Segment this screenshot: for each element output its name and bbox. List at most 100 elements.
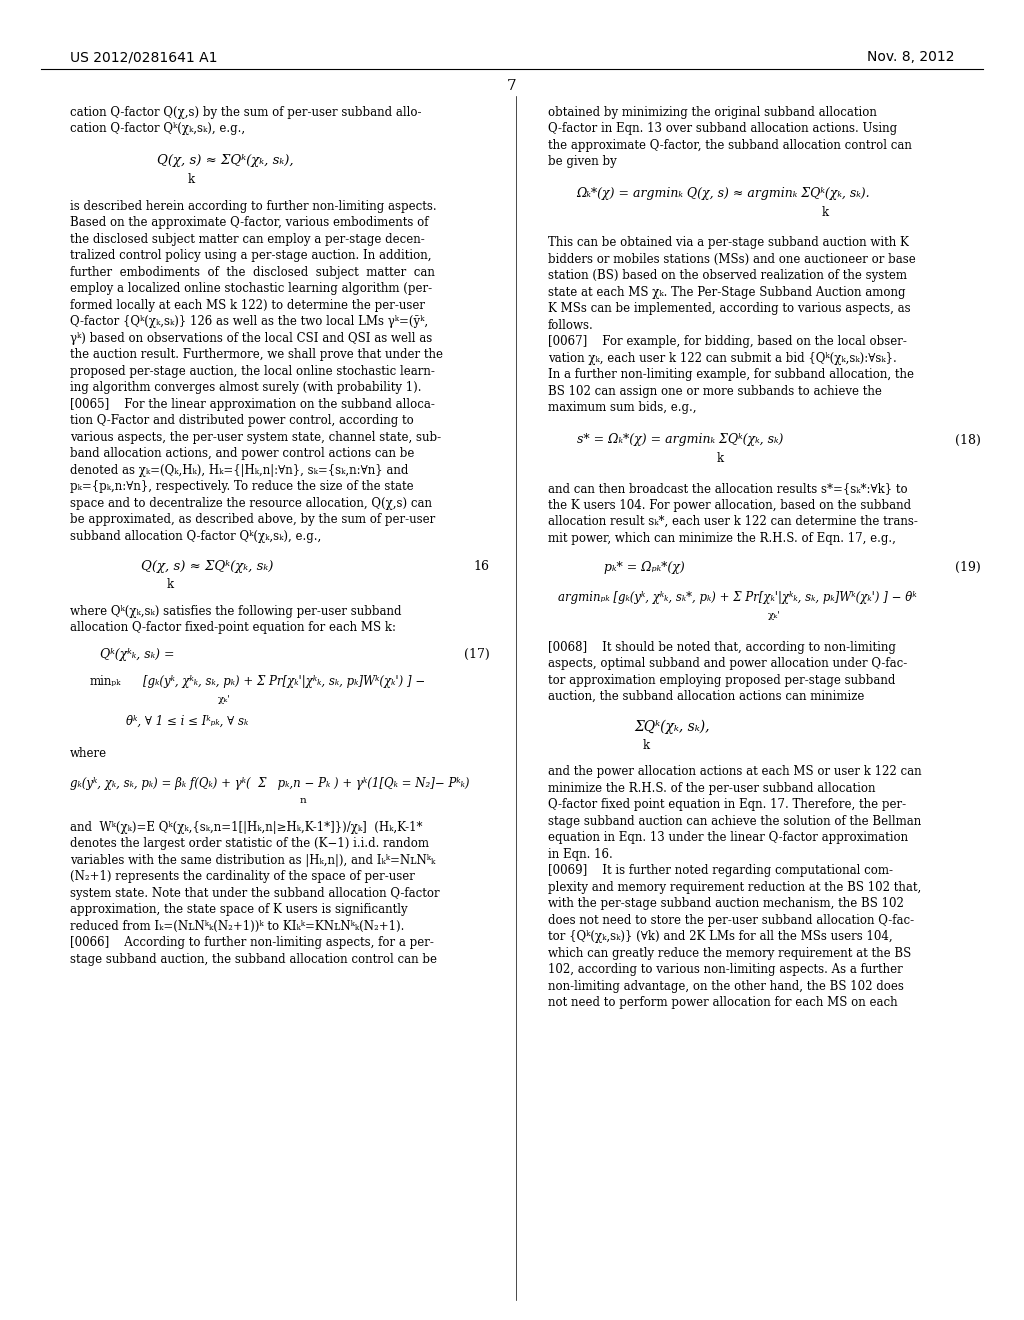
Text: the approximate Q-factor, the subband allocation control can: the approximate Q-factor, the subband al… — [548, 139, 911, 152]
Text: Q-factor fixed point equation in Eqn. 17. Therefore, the per-: Q-factor fixed point equation in Eqn. 17… — [548, 799, 906, 810]
Text: pₖ* = Ωₚₖ*(χ): pₖ* = Ωₚₖ*(χ) — [604, 561, 685, 574]
Text: denotes the largest order statistic of the (K−1) i.i.d. random: denotes the largest order statistic of t… — [70, 837, 429, 850]
Text: mit power, which can minimize the R.H.S. of Eqn. 17, e.g.,: mit power, which can minimize the R.H.S.… — [548, 532, 896, 545]
Text: be approximated, as described above, by the sum of per-user: be approximated, as described above, by … — [70, 513, 435, 527]
Text: cation Q-factor Qᵏ(χₖ,sₖ), e.g.,: cation Q-factor Qᵏ(χₖ,sₖ), e.g., — [70, 123, 245, 135]
Text: gₖ(yᵏ, χₖ, sₖ, pₖ) = βₖ f(Qₖ) + γᵏ(  Σ   pₖ,n − Pₖ ) + γᵏ(1[Qₖ = N₂]− Pᵏₖ): gₖ(yᵏ, χₖ, sₖ, pₖ) = βₖ f(Qₖ) + γᵏ( Σ pₖ… — [70, 777, 469, 791]
Text: tor {Qᵏ(χₖ,sₖ)} (∀k) and 2K LMs for all the MSs users 104,: tor {Qᵏ(χₖ,sₖ)} (∀k) and 2K LMs for all … — [548, 931, 893, 942]
Text: minₚₖ: minₚₖ — [90, 675, 122, 688]
Text: k: k — [717, 453, 724, 466]
Text: Nov. 8, 2012: Nov. 8, 2012 — [867, 50, 954, 65]
Text: is described herein according to further non-limiting aspects.: is described herein according to further… — [70, 199, 436, 213]
Text: reduced from Iₖ=(NʟNᵏₖ(N₂+1))ᵏ to KIₖᵏ=KNʟNᵏₖ(N₂+1).: reduced from Iₖ=(NʟNᵏₖ(N₂+1))ᵏ to KIₖᵏ=K… — [70, 920, 404, 933]
Text: k: k — [821, 206, 828, 219]
Text: Q(χ, s) ≈ ΣQᵏ(χₖ, sₖ): Q(χ, s) ≈ ΣQᵏ(χₖ, sₖ) — [141, 560, 273, 573]
Text: proposed per-stage auction, the local online stochastic learn-: proposed per-stage auction, the local on… — [70, 364, 434, 378]
Text: θᵏ, ∀ 1 ≤ i ≤ Iᵏₚₖ, ∀ sₖ: θᵏ, ∀ 1 ≤ i ≤ Iᵏₚₖ, ∀ sₖ — [126, 714, 248, 727]
Text: not need to perform power allocation for each MS on each: not need to perform power allocation for… — [548, 997, 897, 1008]
Text: allocation result sₖ*, each user k 122 can determine the trans-: allocation result sₖ*, each user k 122 c… — [548, 515, 918, 528]
Text: χₖ': χₖ' — [768, 611, 781, 620]
Text: [0067]    For example, for bidding, based on the local obser-: [0067] For example, for bidding, based o… — [548, 335, 906, 348]
Text: ΣQᵏ(χₖ, sₖ),: ΣQᵏ(χₖ, sₖ), — [635, 719, 711, 734]
Text: bidders or mobiles stations (MSs) and one auctioneer or base: bidders or mobiles stations (MSs) and on… — [548, 252, 915, 265]
Text: and the power allocation actions at each MS or user k 122 can: and the power allocation actions at each… — [548, 766, 922, 777]
Text: Qᵏ(χᵏₖ, sₖ) =: Qᵏ(χᵏₖ, sₖ) = — [100, 648, 175, 661]
Text: cation Q-factor Q(χ,s) by the sum of per-user subband allo-: cation Q-factor Q(χ,s) by the sum of per… — [70, 106, 421, 119]
Text: follows.: follows. — [548, 318, 594, 331]
Text: stage subband auction, the subband allocation control can be: stage subband auction, the subband alloc… — [70, 953, 436, 966]
Text: tor approximation employing proposed per-stage subband: tor approximation employing proposed per… — [548, 673, 895, 686]
Text: does not need to store the per-user subband allocation Q-fac-: does not need to store the per-user subb… — [548, 913, 914, 927]
Text: US 2012/0281641 A1: US 2012/0281641 A1 — [70, 50, 217, 65]
Text: where: where — [70, 747, 106, 760]
Text: Q-factor in Eqn. 13 over subband allocation actions. Using: Q-factor in Eqn. 13 over subband allocat… — [548, 123, 897, 135]
Text: space and to decentralize the resource allocation, Q(χ,s) can: space and to decentralize the resource a… — [70, 496, 432, 510]
Text: approximation, the state space of K users is significantly: approximation, the state space of K user… — [70, 903, 408, 916]
Text: [0069]    It is further noted regarding computational com-: [0069] It is further noted regarding com… — [548, 865, 893, 876]
Text: stage subband auction can achieve the solution of the Bellman: stage subband auction can achieve the so… — [548, 814, 922, 828]
Text: band allocation actions, and power control actions can be: band allocation actions, and power contr… — [70, 447, 414, 461]
Text: γᵏ) based on observations of the local CSI and QSI as well as: γᵏ) based on observations of the local C… — [70, 331, 432, 345]
Text: where Qᵏ(χₖ,sₖ) satisfies the following per-user subband: where Qᵏ(χₖ,sₖ) satisfies the following … — [70, 605, 401, 618]
Text: station (BS) based on the observed realization of the system: station (BS) based on the observed reali… — [548, 269, 907, 282]
Text: 16: 16 — [473, 560, 489, 573]
Text: denoted as χₖ=(Qₖ,Hₖ), Hₖ={|Hₖ,n|:∀n}, sₖ={sₖ,n:∀n} and: denoted as χₖ=(Qₖ,Hₖ), Hₖ={|Hₖ,n|:∀n}, s… — [70, 463, 408, 477]
Text: χₖ': χₖ' — [218, 694, 231, 704]
Text: obtained by minimizing the original subband allocation: obtained by minimizing the original subb… — [548, 106, 877, 119]
Text: aspects, optimal subband and power allocation under Q-fac-: aspects, optimal subband and power alloc… — [548, 657, 907, 671]
Text: k: k — [187, 173, 195, 186]
Text: state at each MS χₖ. The Per-Stage Subband Auction among: state at each MS χₖ. The Per-Stage Subba… — [548, 285, 905, 298]
Text: system state. Note that under the subband allocation Q-factor: system state. Note that under the subban… — [70, 887, 439, 900]
Text: [gₖ(yᵏ, χᵏₖ, sₖ, pₖ) + Σ Pr[χₖ'|χᵏₖ, sₖ, pₖ]Wᵏ(χₖ') ] −: [gₖ(yᵏ, χᵏₖ, sₖ, pₖ) + Σ Pr[χₖ'|χᵏₖ, sₖ,… — [143, 675, 426, 688]
Text: variables with the same distribution as |Hₖ,n|), and Iₖᵏ=NʟNᵏₖ: variables with the same distribution as … — [70, 854, 435, 867]
Text: be given by: be given by — [548, 154, 616, 168]
Text: and can then broadcast the allocation results s*={sₖ*:∀k} to: and can then broadcast the allocation re… — [548, 482, 907, 495]
Text: Q-factor {Qᵏ(χₖ,sₖ)} 126 as well as the two local LMs γᵏ=(ȳᵏ,: Q-factor {Qᵏ(χₖ,sₖ)} 126 as well as the … — [70, 315, 428, 329]
Text: and  Wᵏ(χₖ)=E Qᵏ(χₖ,{sₖ,n=1[|Hₖ,n|≥Hₖ,K-1*]})/χₖ]  (Hₖ,K-1*: and Wᵏ(χₖ)=E Qᵏ(χₖ,{sₖ,n=1[|Hₖ,n|≥Hₖ,K-1… — [70, 821, 422, 834]
Text: the auction result. Furthermore, we shall prove that under the: the auction result. Furthermore, we shal… — [70, 348, 442, 362]
Text: [0068]    It should be noted that, according to non-limiting: [0068] It should be noted that, accordin… — [548, 640, 896, 653]
Text: tralized control policy using a per-stage auction. In addition,: tralized control policy using a per-stag… — [70, 249, 431, 263]
Text: tion Q-Factor and distributed power control, according to: tion Q-Factor and distributed power cont… — [70, 414, 414, 428]
Text: formed locally at each MS k 122) to determine the per-user: formed locally at each MS k 122) to dete… — [70, 298, 425, 312]
Text: ing algorithm converges almost surely (with probability 1).: ing algorithm converges almost surely (w… — [70, 381, 421, 395]
Text: further  embodiments  of  the  disclosed  subject  matter  can: further embodiments of the disclosed sub… — [70, 265, 434, 279]
Text: non-limiting advantage, on the other hand, the BS 102 does: non-limiting advantage, on the other han… — [548, 979, 904, 993]
Text: with the per-stage subband auction mechanism, the BS 102: with the per-stage subband auction mecha… — [548, 898, 904, 909]
Text: auction, the subband allocation actions can minimize: auction, the subband allocation actions … — [548, 690, 864, 704]
Text: [0066]    According to further non-limiting aspects, for a per-: [0066] According to further non-limiting… — [70, 936, 433, 949]
Text: which can greatly reduce the memory requirement at the BS: which can greatly reduce the memory requ… — [548, 946, 911, 960]
Text: Ωₖ*(χ) = argminₖ Q(χ, s) ≈ argminₖ ΣQᵏ(χₖ, sₖ).: Ωₖ*(χ) = argminₖ Q(χ, s) ≈ argminₖ ΣQᵏ(χ… — [577, 187, 870, 201]
Text: (18): (18) — [955, 433, 981, 446]
Text: vation χₖ, each user k 122 can submit a bid {Qᵏ(χₖ,sₖ):∀sₖ}.: vation χₖ, each user k 122 can submit a … — [548, 351, 897, 364]
Text: various aspects, the per-user system state, channel state, sub-: various aspects, the per-user system sta… — [70, 430, 440, 444]
Text: (N₂+1) represents the cardinality of the space of per-user: (N₂+1) represents the cardinality of the… — [70, 870, 415, 883]
Text: k: k — [643, 739, 650, 751]
Text: Based on the approximate Q-factor, various embodiments of: Based on the approximate Q-factor, vario… — [70, 216, 428, 230]
Text: n: n — [300, 796, 307, 805]
Text: In a further non-limiting example, for subband allocation, the: In a further non-limiting example, for s… — [548, 368, 913, 381]
Text: 102, according to various non-limiting aspects. As a further: 102, according to various non-limiting a… — [548, 964, 902, 975]
Text: k: k — [167, 578, 174, 591]
Text: allocation Q-factor fixed-point equation for each MS k:: allocation Q-factor fixed-point equation… — [70, 622, 395, 635]
Text: s* = Ωₖ*(χ) = argminₖ ΣQᵏ(χₖ, sₖ): s* = Ωₖ*(χ) = argminₖ ΣQᵏ(χₖ, sₖ) — [577, 433, 783, 446]
Text: (17): (17) — [464, 648, 489, 661]
Text: pₖ={pₖ,n:∀n}, respectively. To reduce the size of the state: pₖ={pₖ,n:∀n}, respectively. To reduce th… — [70, 480, 414, 494]
Text: K MSs can be implemented, according to various aspects, as: K MSs can be implemented, according to v… — [548, 302, 910, 315]
Text: argminₚₖ [gₖ(yᵏ, χᵏₖ, sₖ*, pₖ) + Σ Pr[χₖ'|χᵏₖ, sₖ, pₖ]Wᵏ(χₖ') ] − θᵏ: argminₚₖ [gₖ(yᵏ, χᵏₖ, sₖ*, pₖ) + Σ Pr[χₖ… — [558, 591, 916, 605]
Text: equation in Eqn. 13 under the linear Q-factor approximation: equation in Eqn. 13 under the linear Q-f… — [548, 832, 908, 843]
Text: This can be obtained via a per-stage subband auction with K: This can be obtained via a per-stage sub… — [548, 236, 908, 249]
Text: [0065]    For the linear approximation on the subband alloca-: [0065] For the linear approximation on t… — [70, 397, 434, 411]
Text: 7: 7 — [507, 79, 517, 94]
Text: maximum sum bids, e.g.,: maximum sum bids, e.g., — [548, 401, 696, 414]
Text: plexity and memory requirement reduction at the BS 102 that,: plexity and memory requirement reduction… — [548, 880, 922, 894]
Text: employ a localized online stochastic learning algorithm (per-: employ a localized online stochastic lea… — [70, 282, 432, 296]
Text: (19): (19) — [955, 561, 981, 574]
Text: in Eqn. 16.: in Eqn. 16. — [548, 847, 612, 861]
Text: the disclosed subject matter can employ a per-stage decen-: the disclosed subject matter can employ … — [70, 232, 424, 246]
Text: Q(χ, s) ≈ ΣQᵏ(χₖ, sₖ),: Q(χ, s) ≈ ΣQᵏ(χₖ, sₖ), — [157, 154, 293, 168]
Text: minimize the R.H.S. of the per-user subband allocation: minimize the R.H.S. of the per-user subb… — [548, 781, 876, 795]
Text: subband allocation Q-factor Qᵏ(χₖ,sₖ), e.g.,: subband allocation Q-factor Qᵏ(χₖ,sₖ), e… — [70, 529, 321, 543]
Text: the K users 104. For power allocation, based on the subband: the K users 104. For power allocation, b… — [548, 499, 911, 512]
Text: BS 102 can assign one or more subbands to achieve the: BS 102 can assign one or more subbands t… — [548, 384, 882, 397]
